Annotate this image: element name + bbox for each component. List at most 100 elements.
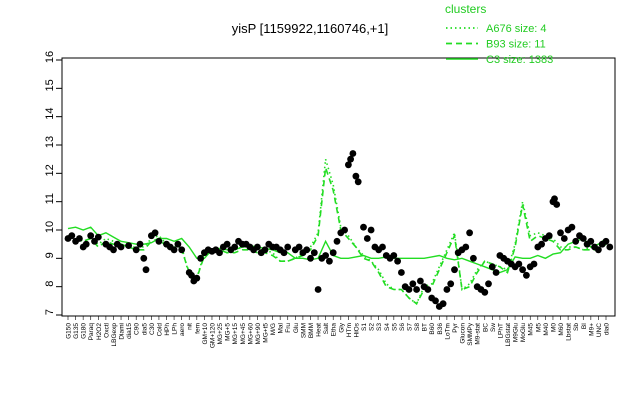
data-point	[557, 229, 564, 237]
x-tick-label: GM+120	[209, 323, 216, 348]
data-point	[110, 246, 117, 254]
data-point	[170, 246, 178, 254]
x-tick-label: M40	[543, 323, 550, 336]
data-point	[151, 229, 159, 237]
x-tick-label: M/G	[270, 323, 277, 335]
x-tick-label: B36	[437, 323, 444, 335]
y-tick-label: 12	[44, 164, 56, 176]
x-tick-label: aero	[179, 323, 186, 336]
data-point	[155, 237, 163, 245]
x-tick-label: LoTm	[444, 323, 451, 340]
data-point	[125, 242, 132, 250]
data-point	[307, 254, 314, 262]
series-line-dotted	[67, 158, 607, 305]
data-point	[329, 249, 337, 257]
x-tick-label: MG+60	[247, 323, 254, 345]
data-point	[405, 286, 413, 293]
data-point	[117, 243, 125, 251]
x-tick-label: M5	[535, 323, 542, 332]
data-point	[223, 240, 231, 248]
data-point	[178, 246, 186, 254]
data-point	[261, 246, 269, 254]
data-point	[530, 260, 538, 268]
data-point	[443, 286, 451, 293]
x-tick-label: UNC	[596, 323, 603, 337]
data-point	[140, 254, 148, 262]
data-point	[68, 232, 76, 240]
data-point	[519, 266, 526, 274]
data-point	[284, 243, 292, 251]
x-tick-label: fem	[194, 323, 201, 334]
data-point	[553, 201, 561, 208]
data-point	[303, 246, 311, 254]
x-tick-label: LPhT	[497, 323, 504, 339]
data-point	[551, 195, 558, 203]
legend-label: B93 size: 11	[486, 39, 546, 51]
data-point	[394, 257, 401, 265]
data-point	[492, 269, 500, 276]
x-tick-label: G150	[66, 323, 73, 339]
data-point	[538, 240, 545, 248]
data-point	[136, 240, 144, 248]
x-tick-label: S5	[391, 323, 398, 331]
x-tick-label: HTm	[346, 323, 353, 337]
x-tick-label: S3	[376, 323, 383, 331]
y-tick-label: 14	[44, 108, 56, 120]
data-point	[132, 246, 140, 254]
x-tick-label: S2	[369, 323, 376, 331]
x-tick-label: Glucon	[460, 323, 467, 344]
data-point	[314, 286, 322, 293]
data-point	[193, 274, 201, 282]
data-point	[606, 243, 614, 251]
data-point	[347, 155, 354, 163]
x-tick-label: SMM	[300, 323, 307, 338]
data-point	[322, 252, 329, 259]
x-tick-label: MG+25	[217, 323, 224, 345]
x-tick-label: Sb	[573, 323, 580, 331]
legend-label: A676 size: 4	[486, 23, 547, 35]
data-point	[560, 235, 568, 242]
x-tick-label: LBGstat	[505, 323, 512, 347]
x-tick-label: Cold	[156, 323, 163, 337]
data-point	[87, 232, 95, 240]
x-tick-label: MG+5	[225, 323, 232, 341]
x-axis: G150 G135 G180 Paraq H2O2 Oxctl LBGexp Diami dia…	[66, 316, 611, 348]
x-tick-label: M9+	[588, 323, 595, 336]
x-tick-label: C30	[149, 323, 156, 335]
x-tick-label: Gly	[338, 322, 345, 333]
data-point	[367, 226, 375, 234]
data-point	[602, 237, 610, 245]
x-tick-label: M45	[528, 323, 535, 336]
legend: clusters A676 size: 4 B93 size: 11 C3 size…	[445, 2, 553, 66]
series-lines	[67, 158, 607, 305]
legend-title: clusters	[445, 2, 486, 16]
data-point	[523, 271, 530, 279]
x-tick-label: M0	[550, 323, 557, 332]
data-point	[354, 178, 362, 186]
data-point	[231, 243, 239, 251]
data-point	[280, 249, 288, 257]
x-tick-label: M9-stat	[475, 323, 482, 345]
data-point	[515, 260, 523, 268]
data-point	[295, 243, 303, 251]
x-tick-label: S8	[414, 323, 421, 331]
x-tick-label: Salt	[323, 323, 330, 334]
x-tick-label: B60	[429, 323, 436, 335]
x-tick-label: BC	[482, 323, 489, 332]
data-point	[349, 150, 357, 157]
data-point	[409, 280, 417, 288]
data-point	[451, 266, 458, 274]
x-tick-label: dia0	[604, 323, 611, 336]
data-point	[326, 257, 333, 265]
x-tick-label: LPh	[172, 323, 179, 335]
x-tick-label: G135	[73, 323, 80, 339]
x-tick-label: LBGexp	[111, 323, 118, 347]
y-tick-label: 15	[44, 79, 56, 91]
data-point	[333, 237, 341, 245]
data-points	[64, 150, 614, 310]
x-tick-label: S7	[406, 323, 413, 331]
data-point	[432, 297, 439, 305]
data-point	[363, 235, 371, 242]
data-point	[398, 269, 405, 276]
